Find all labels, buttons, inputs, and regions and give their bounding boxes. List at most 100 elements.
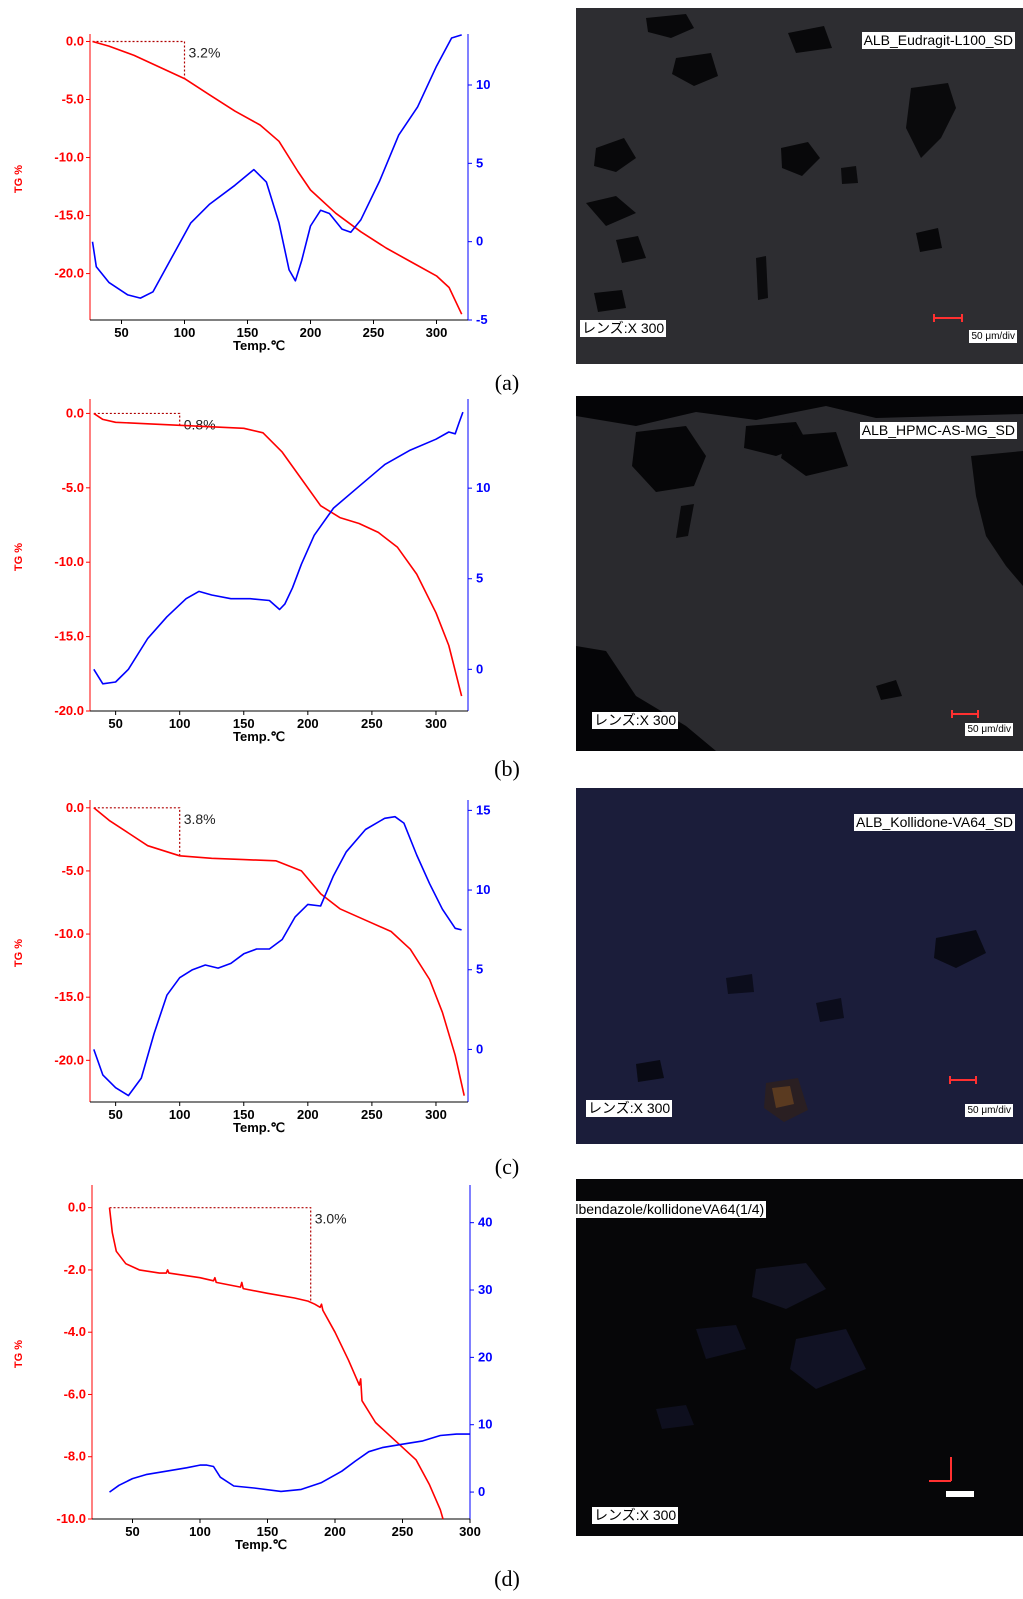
left-tick-label: -4.0 [64, 1324, 86, 1339]
x-tick-label: 50 [125, 1524, 139, 1539]
x-tick-label: 300 [425, 716, 447, 731]
left-tick-label: 0.0 [66, 405, 84, 420]
temperature-axis-label: Temp.℃ [233, 729, 285, 744]
x-tick-label: 100 [169, 1107, 191, 1122]
micrograph-image-d [576, 1179, 1023, 1536]
panel-label-b: (b) [494, 756, 520, 781]
panel-label-d: (d) [494, 1566, 520, 1591]
tg-axis-label: TG % [13, 939, 25, 967]
temperature-axis-label: Temp.℃ [235, 1537, 287, 1552]
mass-loss-bracket [93, 412, 181, 426]
scale-label-b: 50 μm/div [965, 723, 1013, 736]
x-tick-label: 250 [392, 1524, 414, 1539]
right-tick-label: 0 [476, 1041, 483, 1056]
x-tick-label: 200 [297, 1107, 319, 1122]
x-tick-label: 150 [237, 325, 259, 340]
sample-label-a: ALB_Eudragit-L100_SD [861, 32, 1015, 49]
micrograph-a: ALB_Eudragit-L100_SD レンズ:X 300 50 μm/div [576, 8, 1023, 364]
x-tick-label: 100 [169, 716, 191, 731]
left-tick-label: -20.0 [54, 266, 84, 281]
mass-loss-bracket [93, 807, 181, 856]
micrograph-b: ALB_HPMC-AS-MG_SD レンズ:X 300 50 μm/div [576, 396, 1023, 751]
x-tick-label: 200 [324, 1524, 346, 1539]
left-tick-label: -5.0 [62, 863, 84, 878]
chart-svg-d: 50 100 150 200 250 3000.0-2.0-4.0-6.0-8.0-10.… [13, 1185, 492, 1552]
sample-label-b: ALB_HPMC-AS-MG_SD [859, 422, 1017, 439]
mass-loss-annotation: 3.2% [189, 44, 221, 60]
sample-label-d: Albendazole/kollidoneVA64(1/4) [576, 1201, 767, 1218]
tg-curve [108, 1207, 444, 1520]
left-tick-label: -20.0 [54, 1052, 84, 1067]
dta-curve [109, 1433, 470, 1493]
right-tick-label: 10 [476, 77, 490, 92]
x-tick-label: 150 [257, 1524, 279, 1539]
right-tick-label: 0 [476, 234, 483, 249]
x-tick-label: 250 [361, 716, 383, 731]
sample-label-c: ALB_Kollidone-VA64_SD [854, 814, 1015, 831]
x-tick-label: 100 [189, 1524, 211, 1539]
chart-svg-b: 50 100 150 200 250 3000.0-5.0-10.0-15.0-20.01… [13, 399, 490, 744]
mass-loss-bracket [109, 1207, 312, 1302]
left-tick-label: 0.0 [68, 1200, 86, 1215]
right-tick-label: 10 [478, 1417, 492, 1432]
tg-curve [93, 412, 463, 697]
tga-dta-chart-a: 50 100 150 200 250 300 0.0 -5.0 -10.0 -15.0 -20.0 1… [0, 18, 520, 368]
x-tick-label: 250 [361, 1107, 383, 1122]
lens-label-b: レンズ:X 300 [592, 712, 679, 729]
right-tick-label: 10 [476, 480, 490, 495]
x-tick-label: 50 [108, 716, 122, 731]
left-tick-label: -10.0 [54, 926, 84, 941]
mass-loss-bracket [92, 40, 186, 79]
micrograph-image-b [576, 396, 1023, 751]
tga-dta-chart-d: 50 100 150 200 250 300 0.0 -2.0 -4.0 -6.0 -8.0 -10.… [0, 1173, 520, 1558]
micrograph-c: ALB_Kollidone-VA64_SD レンズ:X 300 50 μm/di… [576, 788, 1023, 1144]
left-tick-label: -10.0 [54, 150, 84, 165]
tg-axis-label: TG % [13, 543, 25, 571]
temperature-axis-label: Temp.℃ [233, 338, 285, 353]
left-tick-label: -6.0 [64, 1386, 86, 1401]
tg-axis-label: TG % [13, 165, 25, 193]
x-tick-label: 150 [233, 716, 255, 731]
right-tick-label: 40 [478, 1215, 492, 1230]
right-tick-label: 5 [476, 155, 483, 170]
scale-label-a: 50 μm/div [969, 330, 1017, 343]
x-tick-label: 300 [459, 1524, 481, 1539]
left-tick-label: -20.0 [54, 703, 84, 718]
x-tick-label: 150 [233, 1107, 255, 1122]
x-tick-label: 200 [297, 716, 319, 731]
right-tick-label: 20 [478, 1349, 492, 1364]
left-tick-label: -15.0 [54, 208, 84, 223]
right-tick-label: 5 [476, 962, 483, 977]
dta-curve [93, 411, 464, 685]
left-tick-label: 0.0 [66, 800, 84, 815]
mass-loss-annotation: 0.8% [184, 416, 216, 432]
tg-axis-label: TG % [13, 1340, 25, 1368]
chart-svg-a: 50 100 150 200 250 3000.0-5.0-10.0-15.0-20.01… [13, 33, 490, 353]
tg-curve [93, 807, 465, 1096]
x-tick-label: 300 [425, 1107, 447, 1122]
left-tick-label: -2.0 [64, 1262, 86, 1277]
micrograph-image-c [576, 788, 1023, 1144]
x-tick-label: 300 [426, 325, 448, 340]
left-tick-label: -5.0 [62, 92, 84, 107]
left-tick-label: -8.0 [64, 1449, 86, 1464]
panel-label-a: (a) [494, 370, 520, 395]
left-tick-label: -15.0 [54, 989, 84, 1004]
chart-svg-c: 50 100 150 200 250 3000.0-5.0-10.0-15.0-20.01… [13, 800, 490, 1135]
x-tick-label: 50 [108, 1107, 122, 1122]
lens-label-a: レンズ:X 300 [580, 320, 667, 337]
temperature-axis-label: Temp.℃ [233, 1120, 285, 1135]
right-tick-label: 0 [476, 661, 483, 676]
left-tick-label: -15.0 [54, 629, 84, 644]
right-tick-label: 10 [476, 882, 490, 897]
x-tick-label: 100 [174, 325, 196, 340]
dta-curve [93, 815, 462, 1097]
right-tick-label: 0 [478, 1484, 485, 1499]
tg-curve [92, 40, 463, 315]
scale-label-c: 50 μm/div [965, 1104, 1013, 1117]
mass-loss-annotation: 3.8% [184, 811, 216, 827]
right-tick-label: 30 [478, 1282, 492, 1297]
lens-label-d: レンズ:X 300 [592, 1507, 679, 1524]
micrograph-d: Albendazole/kollidoneVA64(1/4) レンズ:X 300 [576, 1179, 1023, 1536]
left-tick-label: -10.0 [54, 554, 84, 569]
